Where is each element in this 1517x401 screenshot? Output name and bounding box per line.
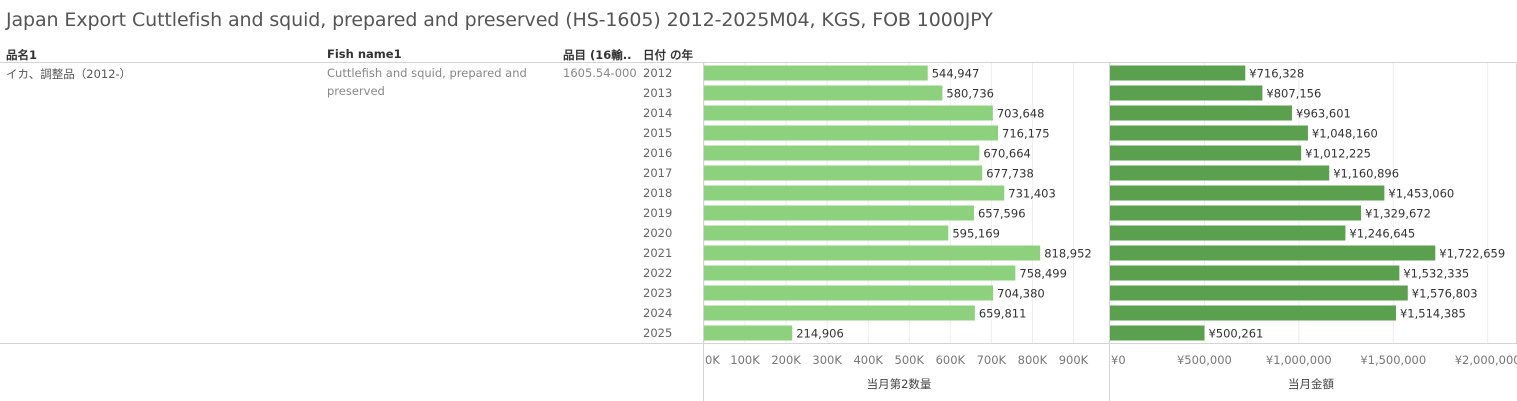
qty-tick-label: 600K [936,353,966,367]
qty-tick-label: 0K [705,353,720,367]
value-value-label: ¥1,453,060 [1388,187,1454,201]
value-value-label: ¥1,532,335 [1403,267,1469,281]
value-tick-label: ¥1,000,000 [1266,353,1332,367]
qty-value-label: 731,403 [1008,187,1056,201]
qty-value-label: 659,811 [979,307,1027,321]
qty-value-label: 544,947 [932,67,980,81]
qty-value-label: 657,596 [978,207,1026,221]
year-label: 2023 [643,286,672,300]
qty-tick-label: 300K [812,353,842,367]
qty-value-label: 677,738 [986,167,1034,181]
qty-bar[interactable] [704,145,980,161]
qty-tick-label: 400K [853,353,883,367]
value-value-label: ¥963,601 [1296,107,1351,121]
value-bar[interactable] [1110,65,1246,81]
year-label: 2014 [643,106,672,120]
qty-bar[interactable] [704,65,928,81]
qty-value-label: 595,169 [952,227,1000,241]
header-fish-name[interactable]: Fish name1 [327,47,402,61]
qty-axis-title: 当月第2数量 [867,377,932,391]
qty-bar[interactable] [704,245,1041,261]
year-label: 2016 [643,146,672,160]
qty-tick-label: 700K [977,353,1007,367]
value-axis-title: 当月金額 [1288,377,1334,391]
qty-bar[interactable] [704,85,943,101]
year-label: 2025 [643,326,672,340]
value-value-label: ¥1,514,385 [1400,307,1466,321]
value-tick-label: ¥500,000 [1177,353,1232,367]
qty-value-label: 704,380 [997,287,1045,301]
value-bar[interactable] [1110,85,1263,101]
value-bar[interactable] [1110,165,1330,181]
value-tick-label: ¥0 [1111,353,1126,367]
qty-bar[interactable] [704,325,793,341]
qty-tick-label: 500K [895,353,925,367]
header-item-code[interactable]: 品目 (16輸.. [563,48,632,62]
value-value-label: ¥1,576,803 [1412,287,1478,301]
value-value-label: ¥1,246,645 [1349,227,1415,241]
year-label: 2013 [643,86,672,100]
value-value-label: ¥500,261 [1208,327,1263,341]
value-tick-label: ¥2,000,000 [1455,353,1517,367]
value-bar[interactable] [1110,185,1385,201]
header-name-jp[interactable]: 品名1 [6,48,38,62]
row-name-jp: イカ、調整品（2012-） [6,67,132,81]
year-label: 2012 [643,66,672,80]
qty-value-label: 670,664 [983,147,1031,161]
qty-value-label: 214,906 [796,327,844,341]
value-tick-label: ¥1,500,000 [1360,353,1426,367]
row-item-code: 1605.54-000 [563,66,637,80]
qty-bar[interactable] [704,185,1005,201]
value-bar[interactable] [1110,325,1205,341]
value-value-label: ¥716,328 [1249,67,1304,81]
value-value-label: ¥807,156 [1266,87,1321,101]
qty-tick-label: 100K [730,353,760,367]
year-label: 2015 [643,126,672,140]
qty-bar[interactable] [704,305,975,321]
value-bar[interactable] [1110,265,1400,281]
qty-value-label: 580,736 [946,87,994,101]
value-bar[interactable] [1110,205,1362,221]
value-value-label: ¥1,160,896 [1333,167,1399,181]
year-label: 2019 [643,206,672,220]
qty-bar[interactable] [704,105,993,121]
year-label: 2020 [643,226,672,240]
page-title: Japan Export Cuttlefish and squid, prepa… [6,9,993,31]
value-value-label: ¥1,329,672 [1365,207,1431,221]
value-bar[interactable] [1110,225,1346,241]
qty-bar[interactable] [704,265,1016,281]
value-bar[interactable] [1110,105,1292,121]
qty-tick-label: 900K [1059,353,1089,367]
value-value-label: ¥1,012,225 [1305,147,1371,161]
value-bar[interactable] [1110,245,1436,261]
qty-bar[interactable] [704,165,983,181]
row-fish-name: Cuttlefish and squid, prepared and prese… [327,66,527,98]
qty-value-label: 716,175 [1002,127,1050,141]
qty-value-label: 703,648 [997,107,1045,121]
header-divider [0,62,1517,63]
header-year[interactable]: 日付 の年 [643,48,694,62]
qty-value-label: 818,952 [1044,247,1092,261]
value-bar[interactable] [1110,285,1408,301]
footer-divider [0,343,1517,344]
qty-tick-label: 200K [771,353,801,367]
year-label: 2017 [643,166,672,180]
qty-bar[interactable] [704,205,974,221]
qty-bar[interactable] [704,125,999,141]
value-bar[interactable] [1110,145,1302,161]
qty-value-label: 758,499 [1019,267,1067,281]
qty-bar[interactable] [704,285,994,301]
qty-tick-label: 800K [1018,353,1048,367]
value-bar[interactable] [1110,125,1308,141]
year-label: 2022 [643,266,672,280]
year-label: 2021 [643,246,672,260]
year-label: 2024 [643,306,672,320]
value-value-label: ¥1,048,160 [1312,127,1378,141]
value-value-label: ¥1,722,659 [1439,247,1505,261]
qty-bar[interactable] [704,225,949,241]
value-bar[interactable] [1110,305,1396,321]
year-label: 2018 [643,186,672,200]
